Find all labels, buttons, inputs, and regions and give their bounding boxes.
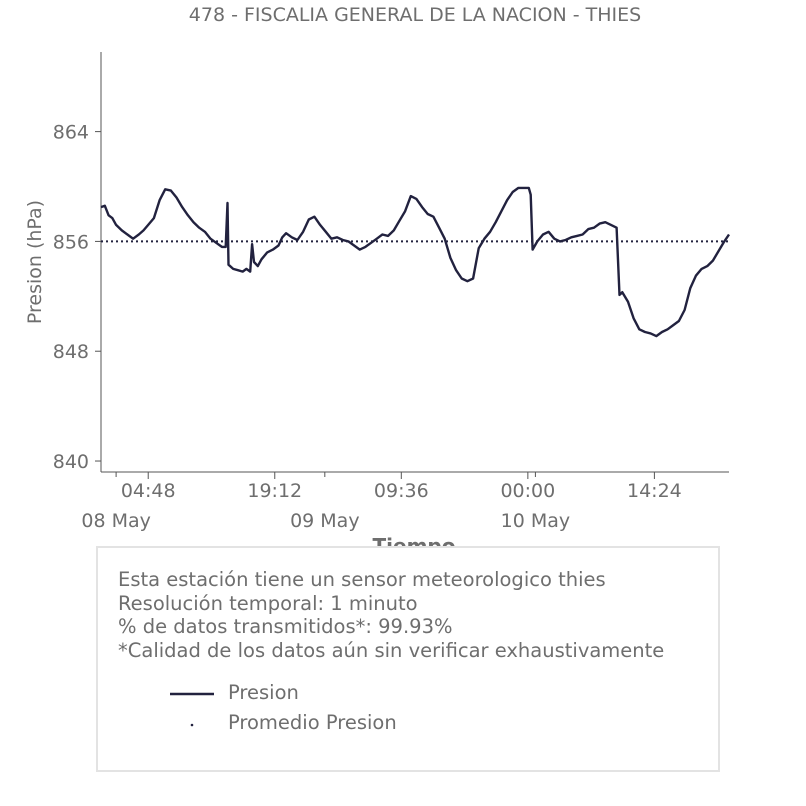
info-panel: Esta estación tiene un sensor meteorolog…: [96, 546, 720, 772]
info-line-sensor: Esta estación tiene un sensor meteorolog…: [118, 568, 606, 591]
info-line-quality: *Calidad de los datos aún sin verificar …: [118, 638, 665, 662]
x-date-label: 09 May: [290, 510, 360, 532]
x-tick-label: 09:36: [374, 480, 429, 502]
info-line-transmitted: % de datos transmitidos*: 99.93%: [118, 615, 453, 638]
y-tick-label: 864: [53, 122, 89, 144]
x-date-label: 08 May: [81, 510, 151, 532]
x-date-label: 10 May: [501, 510, 571, 532]
info-line-resolution: Resolución temporal: 1 minuto: [118, 591, 418, 615]
series-line-presion: [100, 186, 730, 338]
x-tick-label: 04:48: [121, 480, 176, 502]
y-tick-label: 856: [53, 231, 89, 253]
plot-area: [100, 186, 730, 338]
chart-title: 478 - FISCALIA GENERAL DE LA NACION - TH…: [189, 4, 641, 26]
legend-label-presion: Presion: [228, 681, 299, 704]
station-info: Esta estación tiene un sensor meteorolog…: [118, 568, 664, 662]
legend-dot-symbol: [190, 723, 194, 727]
x-tick-label: 19:12: [247, 480, 302, 502]
y-tick-label: 840: [53, 451, 89, 473]
y-axis-label: Presion (hPa): [24, 200, 46, 324]
y-tick-label: 848: [53, 341, 89, 363]
legend-label-promedio: Promedio Presion: [228, 711, 397, 734]
x-tick-label: 14:24: [627, 480, 682, 502]
legend-line-symbol: [170, 692, 214, 696]
x-tick-label: 00:00: [500, 480, 555, 502]
axes: 840 848 856 864 04:48 19:12 09:36 00:00 14:24 08 …: [53, 52, 729, 532]
